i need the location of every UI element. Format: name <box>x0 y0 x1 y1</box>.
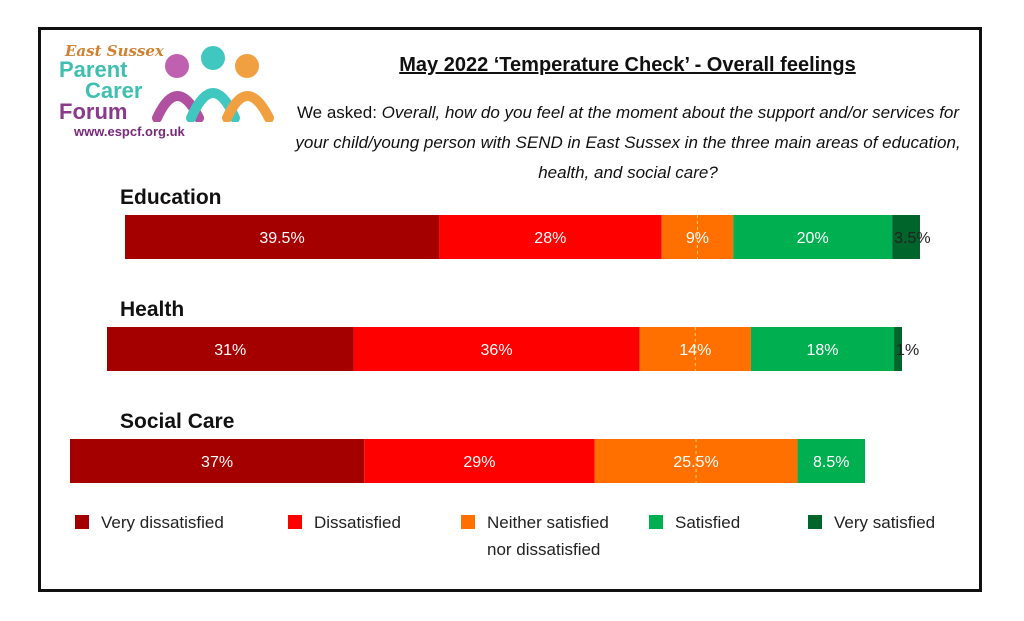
data-label-social-care-1: 29% <box>463 454 495 471</box>
category-label-education: Education <box>120 186 222 209</box>
legend-label: Very satisfied <box>834 513 936 532</box>
bar-social-care-satisfied <box>797 439 865 483</box>
legend: Very dissatisfied Dissatisfied Neither sat… <box>75 510 975 570</box>
legend-label: Very dissatisfied <box>101 513 224 532</box>
legend-label-line2: nor dissatisfied <box>487 540 601 559</box>
bar-education-very-dissatisfied <box>125 215 440 259</box>
bar-social-care-dissatisfied <box>364 439 595 483</box>
logo-forum: Forum <box>59 99 128 124</box>
data-label-health-2: 14% <box>679 342 711 359</box>
chart-title: May 2022 ‘Temperature Check’ - Overall f… <box>399 54 856 76</box>
data-label-social-care-3: 8.5% <box>813 454 849 471</box>
chart-frame <box>38 27 982 592</box>
bar-education-dissatisfied <box>439 215 662 259</box>
bar-health-very-dissatisfied <box>107 327 354 371</box>
legend-label: Satisfied <box>675 513 741 532</box>
data-label-health-3: 18% <box>806 342 838 359</box>
category-label-health: Health <box>120 298 184 321</box>
legend-label: Neither satisfied <box>487 513 609 532</box>
bar-social-care-very-dissatisfied <box>70 439 365 483</box>
logo-url: www.espcf.org.uk <box>74 124 185 139</box>
data-label-education-1: 28% <box>534 230 566 247</box>
data-label-social-care-0: 37% <box>201 454 233 471</box>
logo-figures-icon <box>152 46 274 122</box>
question-prefix: We asked: <box>296 103 382 122</box>
data-label-health-1: 36% <box>481 342 513 359</box>
legend-swatch <box>288 515 302 529</box>
data-label-health-4: 1% <box>896 342 919 359</box>
bar-health-very-satisfied <box>894 327 902 371</box>
data-label-education-2: 9% <box>686 230 709 247</box>
logo-parent: Parent <box>59 57 128 82</box>
data-label-education-0: 39.5% <box>259 230 304 247</box>
logo-east-sussex: East Sussex <box>65 42 164 60</box>
forum-logo: East Sussex Parent Carer Forum www.espcf… <box>55 40 285 145</box>
legend-swatch <box>808 515 822 529</box>
data-label-social-care-2: 25.5% <box>673 454 718 471</box>
bar-health-satisfied <box>750 327 895 371</box>
bar-education-very-satisfied <box>892 215 920 259</box>
category-label-social-care: Social Care <box>120 410 234 433</box>
data-label-education-3: 20% <box>797 230 829 247</box>
data-label-health-0: 31% <box>214 342 246 359</box>
legend-label: Dissatisfied <box>314 513 401 532</box>
survey-question: We asked: Overall, how do you feel at th… <box>288 98 968 188</box>
bar-education-satisfied <box>733 215 893 259</box>
data-label-education-4: 3.5% <box>894 230 930 247</box>
legend-swatch <box>649 515 663 529</box>
bar-health-dissatisfied <box>353 327 640 371</box>
logo-carer: Carer <box>85 78 143 103</box>
legend-swatch <box>75 515 89 529</box>
legend-swatch <box>461 515 475 529</box>
question-text: Overall, how do you feel at the moment a… <box>295 103 961 182</box>
